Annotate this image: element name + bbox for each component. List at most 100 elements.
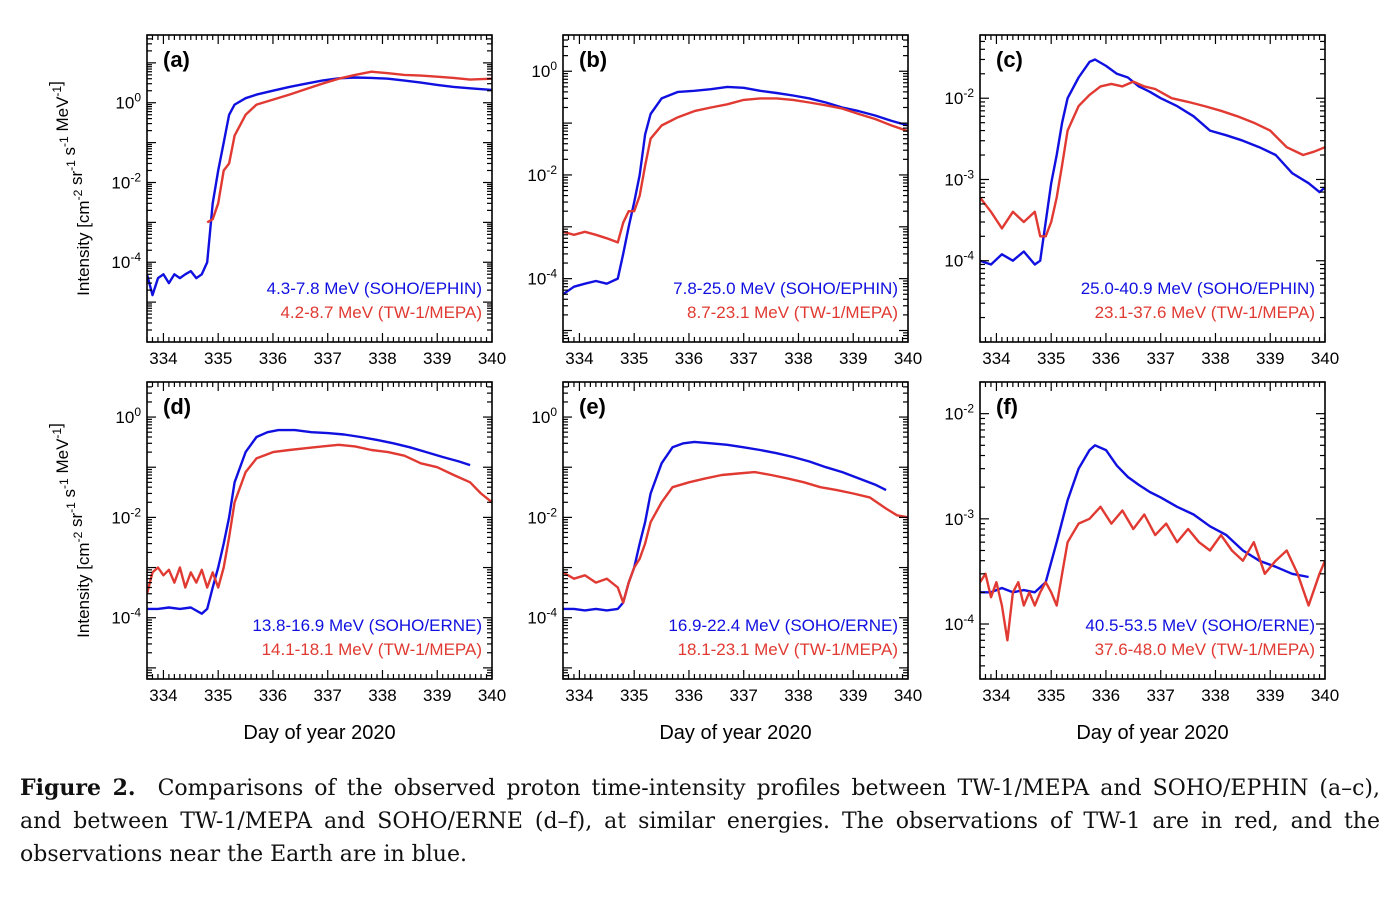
plot-frame [146,381,493,680]
figure-caption: Figure 2. Comparisons of the observed pro… [20,772,1380,871]
x-tick-label: 337 [314,349,342,368]
x-tick-label: 336 [259,349,287,368]
series-line-tw1 [563,470,908,604]
panel-e: 334 335 336 337 338 339 340 10-4 10-2 100 (e) 16.9-… [527,381,922,744]
legend-earth: 40.5-53.5 MeV (SOHO/ERNE) [1085,616,1315,635]
panel-f: 334 335 336 337 338 339 340 10-4 10-3 10-2 (f) 40.5… [944,381,1339,744]
legend-earth: 25.0-40.9 MeV (SOHO/EPHIN) [1081,279,1315,298]
y-tick-label: 10-2 [527,163,557,185]
legend-earth: 7.8-25.0 MeV (SOHO/EPHIN) [673,279,898,298]
x-tick-label: 334 [982,349,1010,368]
series-line-earth [147,76,492,297]
panel-c: 334 335 336 337 338 339 340 10-4 10-3 10-2 (c) 25.0… [944,34,1339,368]
legend-tw1: 8.7-23.1 MeV (TW-1/MEPA) [687,303,898,322]
legend-earth: 4.3-7.8 MeV (SOHO/EPHIN) [267,279,482,298]
x-tick-label: 340 [1311,349,1339,368]
panel-label: (d) [163,394,191,419]
legend-tw1: 14.1-18.1 MeV (TW-1/MEPA) [262,640,482,659]
series-line-earth [980,444,1309,594]
plot-frame [562,34,909,343]
x-tick-label: 334 [149,686,177,705]
y-tick-label: 10-2 [527,505,557,527]
figure-canvas: 334 335 336 337 338 339 340 10-4 10-2 100 (a) 4.3-7… [46,34,1339,744]
x-tick-label: 335 [1037,686,1065,705]
x-tick-label: 334 [149,349,177,368]
series-line-earth [147,428,471,615]
panel-label: (f) [996,394,1018,419]
y-tick-label: 10-3 [944,507,974,529]
y-tick-label: 10-2 [111,505,141,527]
x-tick-label: 335 [1037,349,1065,368]
x-tick-label: 338 [368,349,396,368]
legend-tw1: 18.1-23.1 MeV (TW-1/MEPA) [678,640,898,659]
caption-text: Comparisons of the observed proton time-… [20,776,1380,867]
x-tick-label: 336 [675,686,703,705]
x-tick-label: 337 [1147,686,1175,705]
legend-earth: 13.8-16.9 MeV (SOHO/ERNE) [252,616,482,635]
y-tick-label: 10-2 [944,86,974,108]
x-tick-label: 337 [1147,349,1175,368]
panel-label: (b) [579,47,607,72]
x-tick-label: 339 [423,349,451,368]
series-line-earth [980,58,1325,266]
y-tick-label: 10-4 [944,249,974,271]
x-tick-label: 337 [314,686,342,705]
legend-tw1: 37.6-48.0 MeV (TW-1/MEPA) [1095,640,1315,659]
x-tick-label: 340 [894,349,922,368]
x-tick-label: 336 [1092,686,1120,705]
x-tick-label: 339 [1256,686,1284,705]
x-tick-label: 340 [1311,686,1339,705]
x-tick-label: 336 [675,349,703,368]
legend-earth: 16.9-22.4 MeV (SOHO/ERNE) [668,616,898,635]
y-tick-label: 10-4 [527,267,557,289]
panel-b: 334 335 336 337 338 339 340 10-4 10-2 100 (b) 7.8-2… [527,34,922,368]
y-tick-label: 10-2 [111,170,141,192]
x-tick-label: 338 [1201,686,1229,705]
plot-frame [562,381,909,680]
plot-frame [979,34,1326,343]
series-line-earth [563,440,887,612]
x-tick-label: 339 [1256,349,1284,368]
y-tick-label: 100 [115,405,141,427]
x-tick-label: 335 [620,349,648,368]
y-tick-label: 10-3 [944,167,974,189]
x-tick-label: 334 [565,349,593,368]
y-axis-label: Intensity [cm-2 sr-1 s-1 MeV-1] [46,423,93,638]
plot-frame [979,381,1326,680]
panel-label: (c) [996,47,1023,72]
x-tick-label: 337 [730,349,758,368]
x-tick-label: 339 [423,686,451,705]
series-line-tw1 [980,80,1325,238]
panel-label: (a) [163,47,190,72]
x-tick-label: 338 [784,686,812,705]
x-tick-label: 335 [620,686,648,705]
y-axis-label: Intensity [cm-2 sr-1 s-1 MeV-1] [46,81,93,296]
y-tick-label: 100 [531,405,557,427]
x-tick-label: 338 [1201,349,1229,368]
x-tick-label: 337 [730,686,758,705]
x-tick-label: 339 [839,686,867,705]
y-tick-label: 10-4 [527,606,557,628]
legend-tw1: 23.1-37.6 MeV (TW-1/MEPA) [1095,303,1315,322]
y-tick-label: 10-4 [111,250,141,272]
y-tick-label: 100 [115,91,141,113]
x-tick-label: 336 [1092,349,1120,368]
x-axis-label: Day of year 2020 [1076,722,1228,744]
x-tick-label: 338 [368,686,396,705]
series-line-earth [563,85,908,296]
x-tick-label: 340 [894,686,922,705]
panel-d: 334 335 336 337 338 339 340 10-4 10-2 100 (d) 13.8-… [46,381,506,744]
series-line-tw1 [206,70,492,224]
y-tick-label: 10-2 [944,402,974,424]
x-tick-label: 340 [478,686,506,705]
x-tick-label: 340 [478,349,506,368]
x-tick-label: 338 [784,349,812,368]
x-axis-label: Day of year 2020 [243,722,395,744]
panel-a: 334 335 336 337 338 339 340 10-4 10-2 100 (a) 4.3-7… [46,34,506,368]
y-tick-label: 10-4 [944,612,974,634]
series-line-tw1 [147,443,492,595]
x-tick-label: 336 [259,686,287,705]
series-line-tw1 [563,97,908,244]
caption-label: Figure 2. [20,775,136,801]
x-tick-label: 335 [204,686,232,705]
